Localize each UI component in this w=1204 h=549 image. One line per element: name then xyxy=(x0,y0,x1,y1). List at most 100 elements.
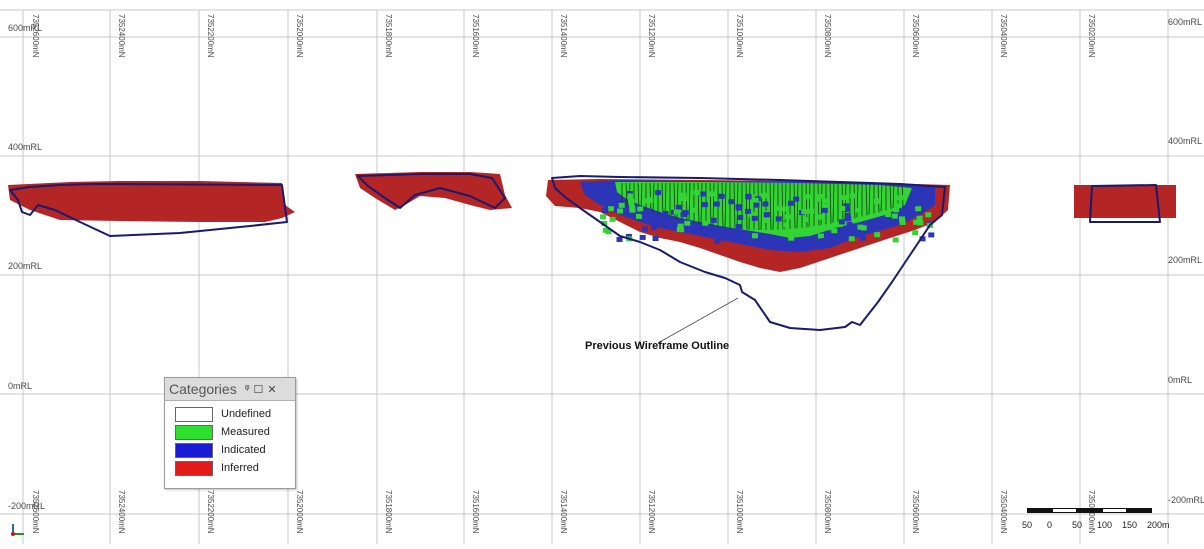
block-cell xyxy=(843,206,850,212)
northing-label-top: 7352000mN xyxy=(295,14,304,58)
northing-label-bottom: 7350600mN xyxy=(911,490,920,534)
block-cell xyxy=(788,235,795,241)
block-cell xyxy=(836,221,843,227)
scale-label: 0 xyxy=(1047,520,1053,530)
drillhole-trace xyxy=(697,182,700,224)
northing-label-top: 7351200mN xyxy=(647,14,656,58)
drillhole-trace xyxy=(745,182,748,230)
block-cell xyxy=(745,208,752,214)
scale-label: 100 xyxy=(1097,520,1113,530)
scale-label: 50 xyxy=(1072,520,1083,530)
drillhole-trace xyxy=(748,182,751,230)
block-cell xyxy=(677,223,684,229)
block-cell xyxy=(600,214,607,220)
legend-item[interactable]: Inferred xyxy=(165,459,295,477)
block-cell xyxy=(676,226,683,232)
block-cell xyxy=(860,225,867,231)
block-cell xyxy=(818,214,825,220)
block-cell xyxy=(855,207,862,213)
grid xyxy=(0,9,1204,544)
block-cell xyxy=(885,212,892,218)
drillhole-trace xyxy=(832,182,835,223)
drillhole-trace xyxy=(892,182,895,209)
northing-label-bottom: 7350400mN xyxy=(999,490,1008,534)
northing-label-bottom: 7351400mN xyxy=(559,490,568,534)
block-cell xyxy=(913,219,920,225)
drillhole-trace xyxy=(640,182,643,211)
block-cell xyxy=(605,229,612,235)
block-model xyxy=(8,172,1176,272)
rl-label-left: 600mRL xyxy=(8,23,42,33)
block-cell xyxy=(673,209,680,215)
pin-icon[interactable]: ᵠ xyxy=(244,383,250,395)
block-cell xyxy=(857,224,864,230)
legend-item[interactable]: Indicated xyxy=(165,441,295,459)
block-cell xyxy=(737,214,744,220)
drillhole-trace xyxy=(880,182,883,212)
block-cell xyxy=(714,238,721,244)
block-cell xyxy=(839,205,846,211)
maximize-icon[interactable]: ☐ xyxy=(253,383,264,396)
legend-swatch xyxy=(175,406,213,422)
rl-label-right: -200mRL xyxy=(1168,495,1204,505)
block-cell xyxy=(859,235,866,241)
categories-legend-panel[interactable]: Categories ᵠ ☐ ✕ Undefined Measured Indica… xyxy=(164,377,296,489)
legend-label: Measured xyxy=(221,426,270,438)
block-cell xyxy=(899,216,906,222)
block-cell xyxy=(762,201,769,207)
rl-label-right: 200mRL xyxy=(1168,255,1202,265)
drillhole-trace xyxy=(700,182,703,225)
block-cell xyxy=(639,234,646,240)
outline-west xyxy=(9,183,288,237)
northing-label-top: 7351400mN xyxy=(559,14,568,58)
block-cell xyxy=(783,222,790,228)
rl-label-left: 400mRL xyxy=(8,142,42,152)
block-cell xyxy=(928,232,935,238)
drillhole-trace xyxy=(784,182,787,230)
block-cell xyxy=(753,202,760,208)
annotation-label: Previous Wireframe Outline xyxy=(585,340,729,352)
drillhole-trace xyxy=(652,182,655,214)
block-cell xyxy=(607,206,614,212)
northing-label-bottom: 7351000mN xyxy=(735,490,744,534)
drillhole-trace xyxy=(688,182,691,223)
drillhole-trace xyxy=(781,182,784,230)
block-cell xyxy=(737,234,744,240)
drillhole-trace xyxy=(661,182,664,216)
block-cell xyxy=(919,236,926,242)
block-cell xyxy=(892,237,899,243)
legend-item[interactable]: Measured xyxy=(165,423,295,441)
block-cell xyxy=(775,216,782,222)
block-cell xyxy=(891,213,898,219)
block-cell xyxy=(840,195,847,201)
scale-segment xyxy=(1102,508,1127,513)
legend-title: Categories xyxy=(169,381,237,397)
block-cell xyxy=(601,220,608,226)
block-cell xyxy=(736,224,743,230)
block-cell xyxy=(637,206,644,212)
close-icon[interactable]: ✕ xyxy=(267,383,277,396)
block-cell xyxy=(897,195,904,201)
block-cell xyxy=(821,238,828,244)
legend-item[interactable]: Undefined xyxy=(165,405,295,423)
block-cell xyxy=(751,238,758,244)
block-cell xyxy=(815,196,822,202)
block-cell xyxy=(780,206,787,212)
block-cell xyxy=(848,236,855,242)
block-cell xyxy=(823,198,830,204)
block-cell xyxy=(718,193,725,199)
legend-titlebar[interactable]: Categories ᵠ ☐ ✕ xyxy=(165,378,295,401)
block-cell xyxy=(652,236,659,242)
drillhole-trace xyxy=(721,182,724,228)
block-cell xyxy=(801,209,808,215)
northing-label-bottom: 7350800mN xyxy=(823,490,832,534)
drillhole-trace xyxy=(733,182,736,229)
block-cell xyxy=(628,200,635,206)
northing-label-top: 7350400mN xyxy=(999,14,1008,58)
block-cell xyxy=(680,196,687,202)
block-cell xyxy=(627,193,634,199)
block-cell xyxy=(821,204,828,210)
rl-labels-left: 600mRL 400mRL 200mRL 0mRL -200mRL xyxy=(8,23,45,511)
